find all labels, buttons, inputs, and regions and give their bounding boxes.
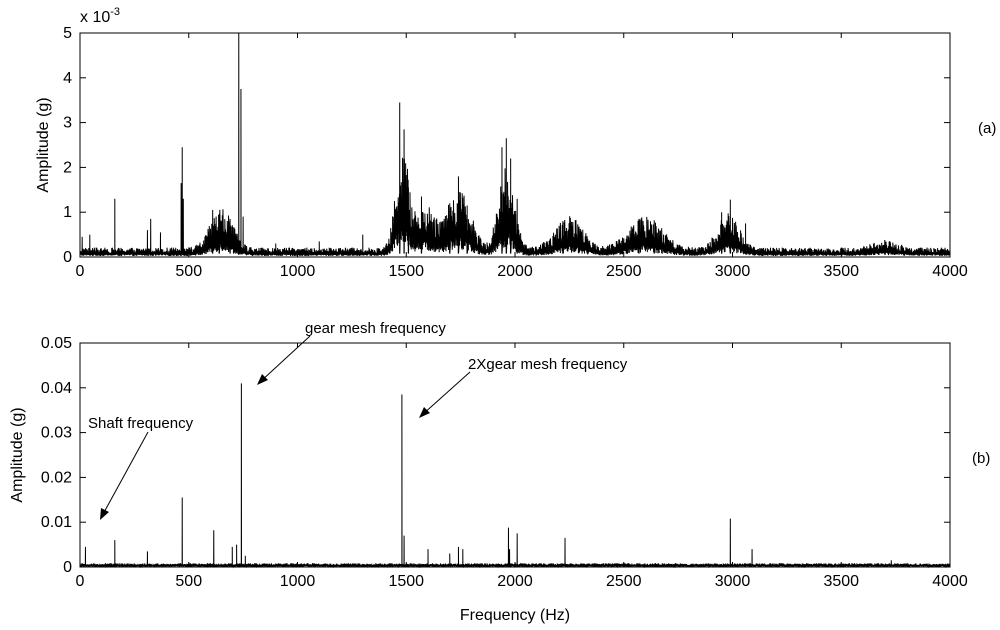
- x-tick-label: 500: [175, 263, 202, 280]
- annotation-shaft-text: Shaft frequency: [88, 415, 194, 432]
- x-tick-label: 3500: [823, 573, 859, 590]
- y-tick-label: 0.02: [41, 469, 72, 486]
- x-tick-label: 2500: [606, 573, 642, 590]
- x-tick-label: 4000: [932, 263, 968, 280]
- x-tick-label: 4000: [932, 573, 968, 590]
- y-tick-label: 0.03: [41, 425, 72, 442]
- x-tick-label: 1000: [280, 573, 316, 590]
- x-tick-label: 3000: [715, 263, 751, 280]
- y-tick-label: 0.01: [41, 514, 72, 531]
- y-tick-label: 1: [63, 204, 72, 221]
- annotation-2x-gear-mesh-text: 2Xgear mesh frequency: [468, 356, 628, 373]
- x-tick-label: 2500: [606, 263, 642, 280]
- annotation-shaft: Shaft frequency: [88, 415, 194, 520]
- x-tick-label: 500: [175, 573, 202, 590]
- x-tick-label: 2000: [497, 573, 533, 590]
- annotation-shaft-arrow: [101, 431, 149, 517]
- panel-a-grid: 0 500 1000 1500 2000 2500 3000 3500 4000 0 1 2 3 4 5: [63, 25, 968, 280]
- annotation-gear-mesh-text: gear mesh frequency: [305, 320, 446, 337]
- annotation-2x-gear-mesh: 2Xgear mesh frequency: [419, 356, 628, 418]
- panel-b-ylabel: Amplitude (g): [9, 407, 26, 502]
- panel-b-label: (b): [972, 450, 990, 467]
- annotation-gear-mesh: gear mesh frequency: [257, 320, 446, 385]
- x-tick-label: 1000: [280, 263, 316, 280]
- panel-a-spectrum-line: [79, 32, 951, 257]
- x-tick-label: 3500: [823, 263, 859, 280]
- x-tick-label: 0: [76, 573, 85, 590]
- panel-b-spectrum-line: [79, 383, 951, 569]
- y-tick-label: 4: [63, 70, 72, 87]
- y-tick-label: 2: [63, 159, 72, 176]
- panel-a: 0 500 1000 1500 2000 2500 3000 3500 4000 0 1 2 3 4 5 A…: [35, 6, 996, 280]
- annotation-gear-mesh-arrowhead-icon: [257, 374, 268, 385]
- annotation-2x-gear-mesh-arrow: [421, 371, 471, 416]
- x-tick-label: 3000: [715, 573, 751, 590]
- x-tick-label: 1500: [388, 263, 424, 280]
- annotation-shaft-arrowhead-icon: [100, 508, 109, 520]
- panel-a-axes-box: [79, 32, 951, 258]
- y-tick-label: 0: [63, 249, 72, 266]
- annotation-2x-gear-mesh-arrowhead-icon: [419, 407, 430, 418]
- y-tick-label: 0: [63, 559, 72, 576]
- x-tick-label: 0: [76, 263, 85, 280]
- x-tick-label: 1500: [388, 573, 424, 590]
- panel-a-ylabel: Amplitude (g): [35, 97, 52, 192]
- panel-b: 0 500 1000 1500 2000 2500 3000 3500 4000 0 0.01 0.0…: [9, 320, 990, 624]
- panel-a-label: (a): [978, 120, 996, 137]
- y-tick-label: 0.05: [41, 335, 72, 352]
- panel-b-xlabel: Frequency (Hz): [460, 607, 570, 624]
- y-tick-label: 3: [63, 115, 72, 132]
- annotation-gear-mesh-arrow: [259, 335, 311, 383]
- panel-a-multiplier: x 10-3: [80, 6, 120, 26]
- y-tick-label: 0.04: [41, 380, 72, 397]
- y-tick-label: 5: [63, 25, 72, 42]
- panel-b-grid: 0 500 1000 1500 2000 2500 3000 3500 4000 0 0.01 0.0…: [41, 335, 968, 590]
- panel-b-axes-box: [79, 342, 951, 568]
- x-tick-label: 2000: [497, 263, 533, 280]
